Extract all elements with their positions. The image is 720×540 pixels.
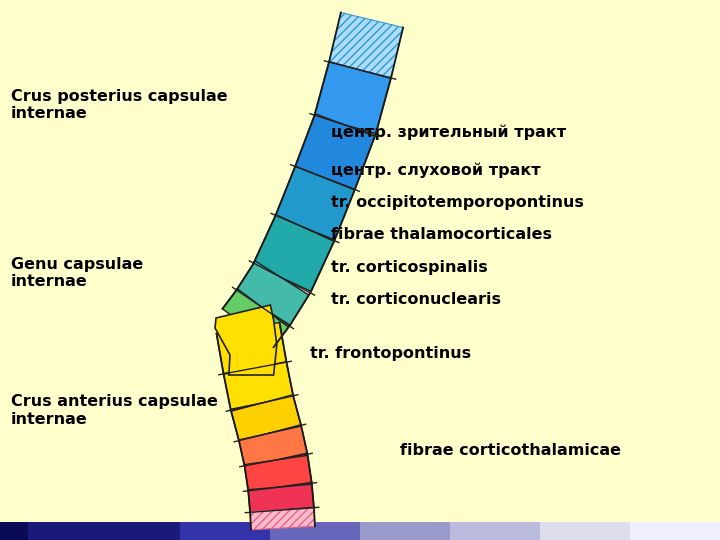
Bar	[450, 522, 540, 540]
Polygon shape	[250, 508, 315, 530]
Bar	[90, 522, 180, 540]
Text: tr. corticonuclearis: tr. corticonuclearis	[331, 292, 501, 307]
Polygon shape	[217, 322, 287, 374]
Bar	[360, 522, 450, 540]
Polygon shape	[295, 114, 375, 190]
Bar	[540, 522, 630, 540]
Text: Crus anterius capsulae
internae: Crus anterius capsulae internae	[11, 394, 217, 427]
Text: fibrae corticothalamicae: fibrae corticothalamicae	[400, 443, 621, 458]
Polygon shape	[275, 166, 355, 240]
Text: Genu capsulae
internae: Genu capsulae internae	[11, 256, 143, 289]
Text: tr. occipitotemporopontinus: tr. occipitotemporopontinus	[331, 195, 584, 210]
Bar	[0, 522, 28, 540]
Polygon shape	[314, 62, 391, 133]
Polygon shape	[248, 484, 314, 513]
Polygon shape	[253, 214, 334, 292]
Polygon shape	[215, 305, 276, 375]
Bar	[180, 522, 270, 540]
Polygon shape	[231, 395, 301, 441]
Text: fibrae thalamocorticales: fibrae thalamocorticales	[331, 227, 552, 242]
Bar	[630, 522, 720, 540]
Polygon shape	[244, 455, 312, 492]
Polygon shape	[239, 426, 307, 467]
Text: tr. frontopontinus: tr. frontopontinus	[310, 346, 471, 361]
Bar	[270, 522, 360, 540]
Polygon shape	[236, 261, 309, 325]
Bar	[0, 522, 90, 540]
Polygon shape	[224, 362, 293, 409]
Text: центр. слуховой тракт: центр. слуховой тракт	[331, 163, 541, 178]
Text: центр. зрительный тракт: центр. зрительный тракт	[331, 125, 567, 140]
Text: Crus posterius capsulae
internae: Crus posterius capsulae internae	[11, 89, 228, 122]
Text: tr. corticospinalis: tr. corticospinalis	[331, 260, 488, 275]
Polygon shape	[222, 289, 289, 347]
Polygon shape	[329, 12, 403, 77]
